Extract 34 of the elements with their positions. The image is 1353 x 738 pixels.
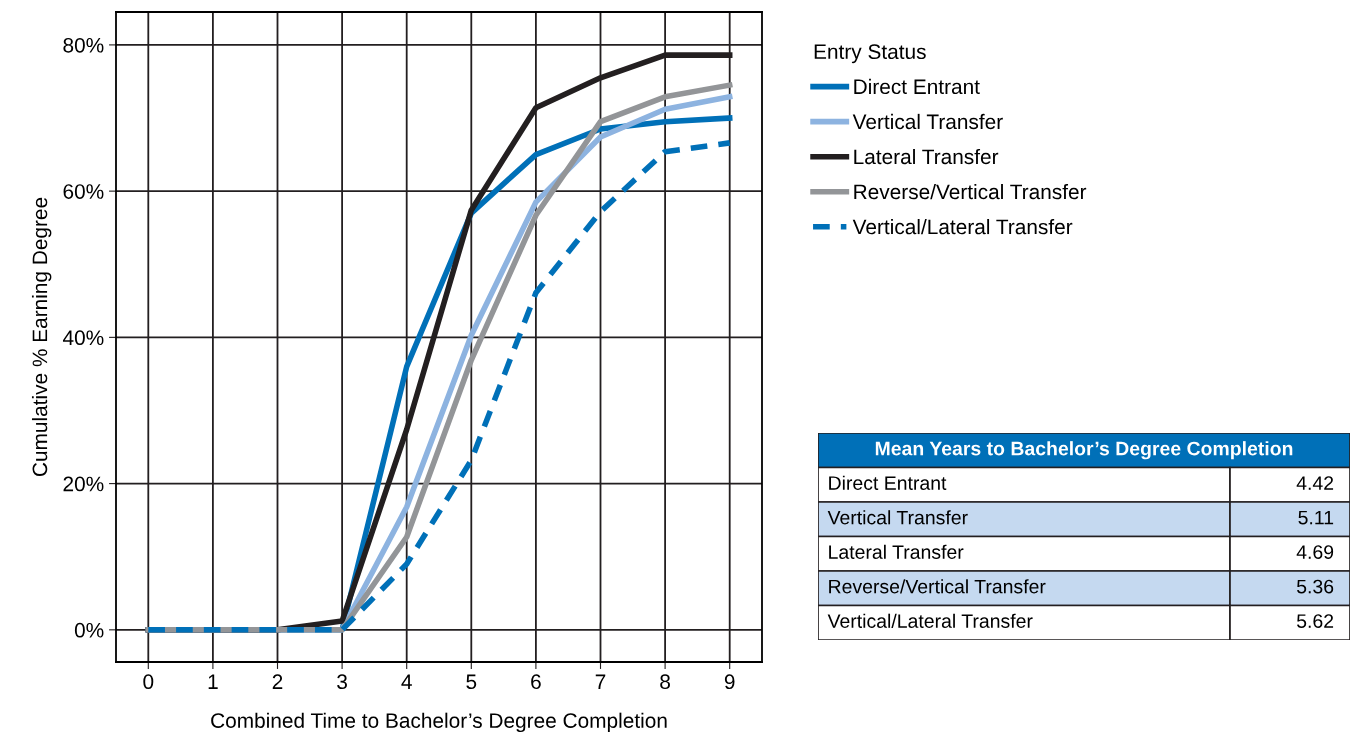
legend-label: Vertical/Lateral Transfer	[852, 218, 1073, 235]
y-tick-label: 20%	[63, 476, 104, 492]
x-tick-label: 0	[143, 674, 154, 690]
legend-label: Lateral Transfer	[854, 148, 999, 165]
x-tick-label: 6	[531, 674, 541, 690]
text: Vertical Transfer	[827, 510, 968, 525]
legend-label: Vertical Transfer	[852, 113, 1003, 130]
x-tick-label: 2	[272, 674, 283, 689]
x-tick-label: 4	[401, 674, 412, 689]
legend-title: Entry Status	[814, 44, 926, 64]
y-tick-label: 0%	[74, 622, 104, 638]
text: Mean Years to Bachelor’s Degree Completion	[875, 441, 1293, 460]
x-tick-label: 9	[724, 674, 735, 690]
x-tick-label: 5	[466, 674, 477, 690]
legend-label: Reverse/Vertical Transfer	[854, 183, 1087, 200]
legend-label: Direct Entrant	[854, 78, 980, 95]
x-tick-label: 8	[660, 674, 670, 690]
text: Vertical/Lateral Transfer	[827, 613, 1033, 628]
text: 5.62	[1296, 614, 1334, 628]
x-axis-title: Combined Time to Bachelor’s Degree Completion	[211, 712, 667, 733]
text: Reverse/Vertical Transfer	[829, 579, 1046, 594]
x-tick-label: 1	[208, 674, 218, 689]
x-tick-label: 3	[337, 674, 347, 690]
y-tick-label: 80%	[63, 37, 104, 53]
text: Direct Entrant	[829, 475, 947, 490]
y-tick-label: 40%	[62, 330, 104, 346]
text: 4.69	[1296, 545, 1334, 559]
y-axis-title: Cumulative % Earning Degree	[31, 197, 52, 477]
x-tick-label: 7	[595, 674, 606, 689]
text: 5.11	[1298, 510, 1334, 525]
y-tick-label: 60%	[63, 184, 104, 199]
text: 5.36	[1296, 579, 1334, 594]
text: 4.42	[1296, 476, 1334, 490]
text: Lateral Transfer	[829, 544, 964, 559]
